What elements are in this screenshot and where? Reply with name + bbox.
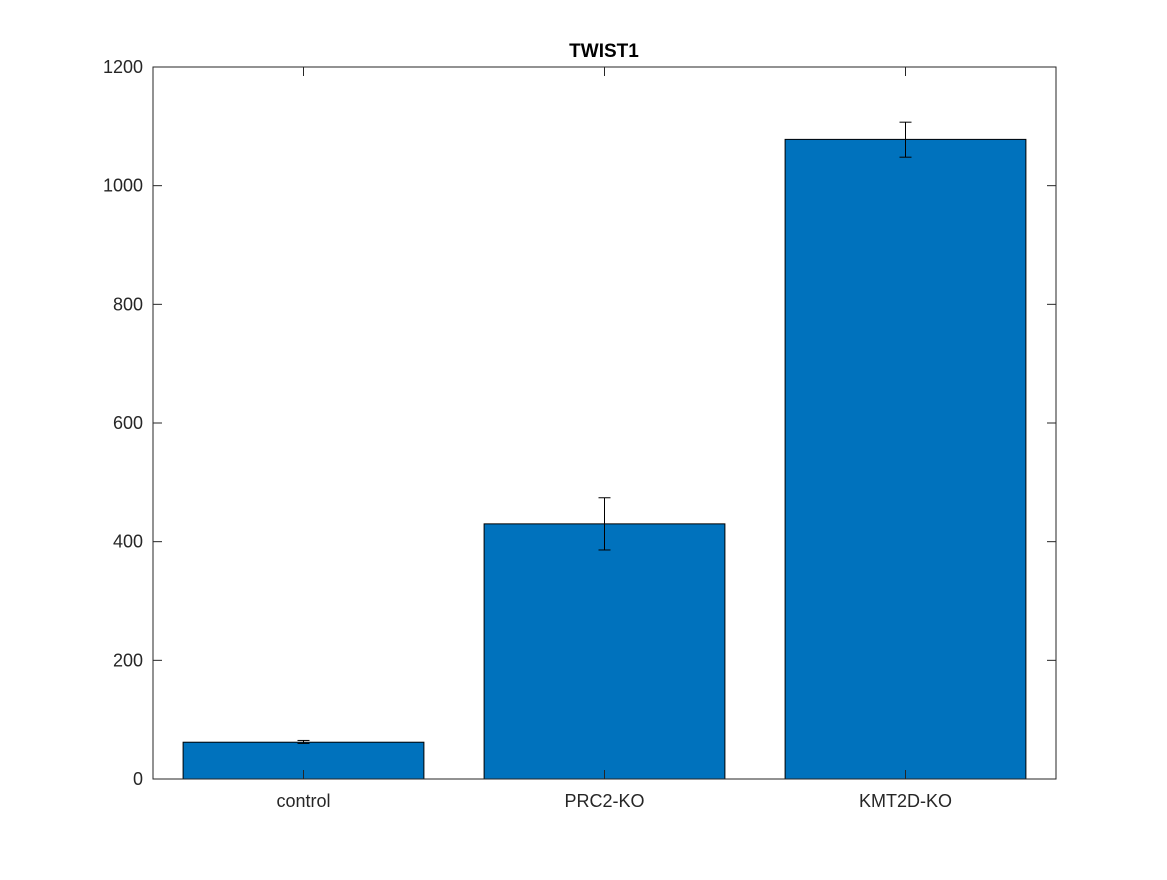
x-tick-label: PRC2-KO: [564, 791, 644, 811]
y-tick-label: 800: [113, 294, 143, 314]
x-tick-label: KMT2D-KO: [859, 791, 952, 811]
y-tick-label: 200: [113, 650, 143, 670]
x-tick-label: control: [276, 791, 330, 811]
y-tick-label: 0: [133, 769, 143, 789]
y-tick-label: 1200: [103, 57, 143, 77]
bar-kmt2d-ko: [784, 138, 1027, 780]
y-tick-label: 400: [113, 532, 143, 552]
y-tick-label: 600: [113, 413, 143, 433]
y-tick-label: 1000: [103, 176, 143, 196]
bar-prc2-ko: [483, 523, 726, 780]
chart-title: TWIST1: [569, 41, 639, 62]
